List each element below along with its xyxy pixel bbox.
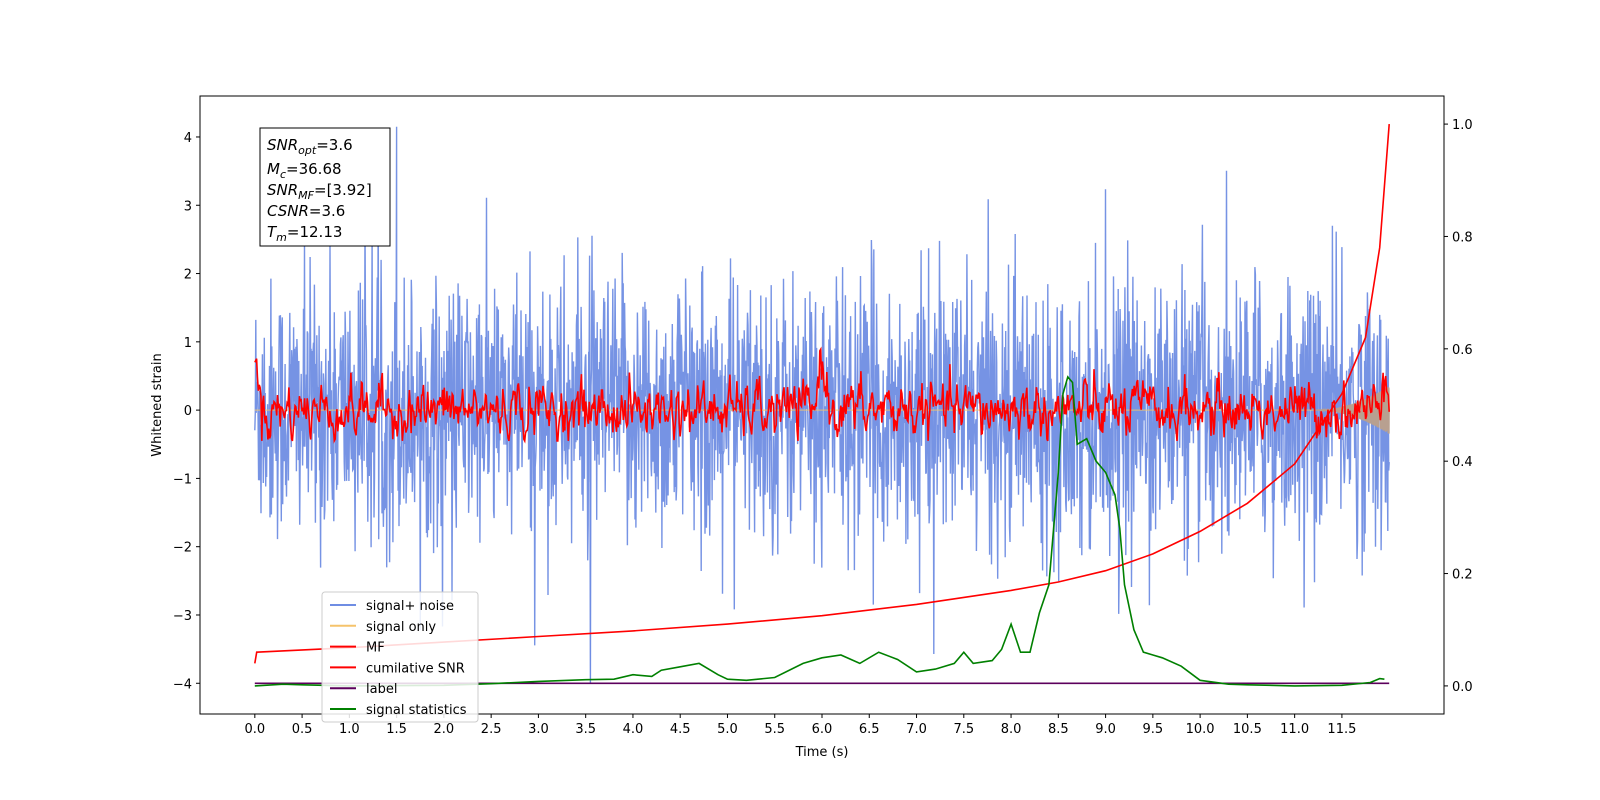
x-tick-label: 6.0 [812, 722, 833, 737]
legend-label: cumilative SNR [366, 661, 465, 676]
x-tick-label: 6.5 [859, 722, 880, 737]
y-axis-right: 0.0 0.2 0.4 0.6 0.8 1.0 [1444, 118, 1473, 695]
x-tick-label: 9.5 [1143, 722, 1164, 737]
y-axis-label: Whitened strain [150, 353, 165, 456]
y-tick-label: −2 [173, 541, 192, 556]
x-tick-label: 4.0 [623, 722, 644, 737]
legend-label: MF [366, 641, 385, 656]
y2-tick-label: 1.0 [1452, 118, 1473, 133]
x-tick-label: 3.0 [528, 722, 549, 737]
x-tick-label: 0.5 [292, 722, 313, 737]
info-tm: Tm=12.13 [267, 223, 342, 244]
y-tick-label: −3 [173, 609, 192, 624]
x-tick-label: 8.5 [1048, 722, 1069, 737]
y2-tick-label: 0.6 [1452, 343, 1473, 358]
series-signal-noise-spike [589, 410, 592, 684]
y-tick-label: 3 [184, 199, 192, 214]
y-tick-label: 1 [184, 336, 192, 351]
legend-label: signal statistics [366, 703, 467, 718]
info-snr-mf: SNRMF=[3.92] [267, 181, 372, 202]
legend: signal+ noise signal only MF cumilative SNR… [321, 591, 479, 723]
y2-tick-label: 0.0 [1452, 680, 1473, 695]
info-box: SNRopt=3.6 Mc=36.68 SNRMF=[3.92] CSNR=3.… [259, 127, 391, 247]
y2-tick-label: 0.4 [1452, 455, 1473, 470]
y-tick-label: 2 [184, 268, 192, 283]
y-tick-label: −1 [173, 472, 192, 487]
legend-label: signal only [366, 620, 436, 635]
x-tick-label: 4.5 [670, 722, 691, 737]
x-axis-label: Time (s) [795, 745, 849, 760]
info-mc: Mc=36.68 [267, 160, 342, 181]
series-mf [254, 346, 1390, 444]
x-axis: 0.0 0.5 1.0 1.5 2.0 2.5 3.0 3.5 4.0 4.5 5.0 5.5 6.0 6… [244, 714, 1356, 737]
x-tick-label: 11.0 [1280, 722, 1309, 737]
x-tick-label: 11.5 [1327, 722, 1356, 737]
x-tick-label: 1.5 [386, 722, 407, 737]
legend-box [321, 591, 479, 723]
legend-label: signal+ noise [366, 599, 454, 614]
y-axis-left: −4 −3 −2 −1 0 1 2 3 4 [173, 131, 200, 692]
legend-label: label [366, 682, 397, 697]
y2-tick-label: 0.2 [1452, 568, 1473, 583]
y2-tick-label: 0.8 [1452, 230, 1473, 245]
x-tick-label: 5.5 [764, 722, 785, 737]
x-tick-label: 8.0 [1001, 722, 1022, 737]
x-tick-label: 1.0 [339, 722, 360, 737]
x-tick-label: 2.5 [481, 722, 502, 737]
info-snr-opt: SNRopt=3.6 [267, 136, 353, 157]
series-signal-statistics [254, 375, 1385, 687]
x-tick-label: 3.5 [575, 722, 596, 737]
series-layer [254, 124, 1390, 687]
x-tick-label: 2.0 [434, 722, 455, 737]
series-signal-only [1313, 387, 1390, 434]
info-csnr: CSNR=3.6 [267, 202, 345, 220]
x-tick-label: 5.0 [717, 722, 738, 737]
x-tick-label: 10.5 [1233, 722, 1262, 737]
x-tick-label: 10.0 [1186, 722, 1215, 737]
y-tick-label: 0 [184, 404, 192, 419]
x-tick-label: 7.5 [953, 722, 974, 737]
y-tick-label: −4 [173, 677, 192, 692]
x-tick-label: 9.0 [1095, 722, 1116, 737]
x-tick-label: 0.0 [244, 722, 265, 737]
y-tick-label: 4 [184, 131, 192, 146]
x-tick-label: 7.0 [906, 722, 927, 737]
